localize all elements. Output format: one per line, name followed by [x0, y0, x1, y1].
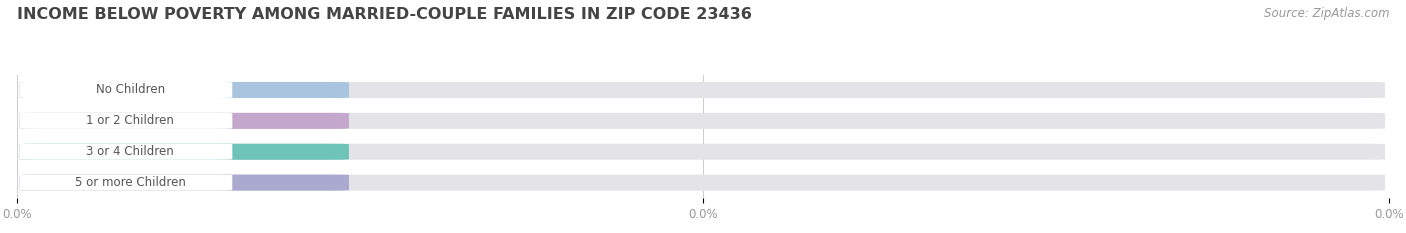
FancyBboxPatch shape: [20, 175, 1385, 191]
FancyBboxPatch shape: [20, 144, 349, 160]
FancyBboxPatch shape: [20, 144, 1385, 160]
Text: 0.0%: 0.0%: [273, 83, 302, 96]
Text: 0.0%: 0.0%: [273, 145, 302, 158]
Text: 0.0%: 0.0%: [273, 114, 302, 127]
Text: 1 or 2 Children: 1 or 2 Children: [86, 114, 174, 127]
Text: No Children: No Children: [96, 83, 165, 96]
Text: 0.0%: 0.0%: [273, 176, 302, 189]
Text: Source: ZipAtlas.com: Source: ZipAtlas.com: [1264, 7, 1389, 20]
Text: 5 or more Children: 5 or more Children: [75, 176, 186, 189]
Text: INCOME BELOW POVERTY AMONG MARRIED-COUPLE FAMILIES IN ZIP CODE 23436: INCOME BELOW POVERTY AMONG MARRIED-COUPL…: [17, 7, 752, 22]
FancyBboxPatch shape: [20, 144, 232, 160]
FancyBboxPatch shape: [20, 175, 232, 191]
Text: 3 or 4 Children: 3 or 4 Children: [86, 145, 174, 158]
FancyBboxPatch shape: [20, 113, 349, 129]
FancyBboxPatch shape: [20, 175, 349, 191]
FancyBboxPatch shape: [20, 113, 232, 129]
FancyBboxPatch shape: [20, 82, 232, 98]
FancyBboxPatch shape: [20, 82, 349, 98]
FancyBboxPatch shape: [20, 113, 1385, 129]
FancyBboxPatch shape: [20, 82, 1385, 98]
